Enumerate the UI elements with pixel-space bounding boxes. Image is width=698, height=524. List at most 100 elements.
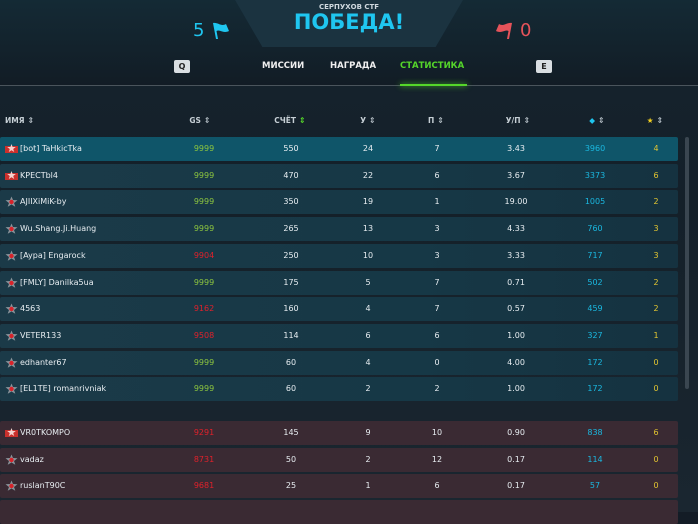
deaths: 1 [434,197,440,207]
col-name[interactable]: ИМЯ ⇕ [5,116,34,125]
crystals: 717 [587,250,603,260]
deaths: 6 [434,170,440,180]
deaths: 0 [434,357,440,367]
table-row[interactable]: [bot] TaHkicTka 9999 550 24 7 3.43 3960 … [0,137,678,161]
prev-tab-key[interactable]: Q [174,60,190,73]
blue-flag-icon [213,22,229,39]
table-row[interactable]: [EL1TE] romanrivniak 9999 60 2 2 1.00 17… [0,377,678,402]
sort-icon: ⇕ [369,116,376,125]
table-row[interactable]: VETER133 9508 114 6 6 1.00 327 1 [0,323,678,348]
deaths: 7 [434,277,440,287]
gear-score: 9999 [193,357,215,367]
col-gs-label: GS [189,116,201,125]
deaths: 3 [434,250,440,260]
crystals: 502 [587,277,603,287]
col-crystals[interactable]: ◆ ⇕ [589,116,604,125]
col-deaths-label: П [428,116,435,125]
gear-score: 9999 [193,277,215,287]
deaths: 12 [431,454,443,464]
player-name: ruslanT90C [20,481,66,491]
table-row[interactable]: edhanter67 9999 60 4 0 4.00 172 0 [0,350,678,375]
deaths: 10 [431,428,443,437]
col-kills[interactable]: У ⇕ [360,116,376,125]
col-kd[interactable]: У/П ⇕ [506,116,531,125]
kd-ratio: 1.00 [507,330,525,340]
stars: 6 [653,170,659,180]
score: 175 [283,277,299,287]
crystals: 760 [587,224,603,234]
kills: 24 [362,144,374,153]
stars: 0 [653,454,659,464]
player-name: 4563 [20,304,41,314]
col-score[interactable]: СЧЁТ ⇕ [274,116,306,125]
scrollbar[interactable] [685,137,689,389]
tab-statistics[interactable]: СТАТИСТИКА [400,61,465,71]
table-row[interactable]: ruslanT90C 9681 25 1 6 0.17 57 0 [0,474,678,499]
kills: 19 [362,197,374,207]
deaths: 2 [434,384,440,394]
sort-active-icon: ⇕ [299,116,306,125]
crystals: 838 [587,428,603,437]
gear-score: 9999 [193,224,215,234]
rank-icon [5,196,18,208]
stars: 2 [653,304,659,314]
deaths: 6 [434,330,440,340]
table-row[interactable]: vadaz 8731 50 2 12 0.17 114 0 [0,447,678,472]
rank-icon [5,330,18,341]
sort-icon: ⇕ [598,116,605,125]
kd-ratio: 0.71 [507,277,525,287]
red-team-score: 0 [520,20,532,41]
crystals: 3373 [584,170,606,180]
table-row[interactable]: [FMLY] Danilka5ua 9999 175 5 7 0.71 502 … [0,270,678,295]
player-name: [bot] TaHkicTka [20,144,82,153]
kills: 9 [365,428,371,437]
col-deaths[interactable]: П ⇕ [428,116,444,125]
table-row[interactable]: Wu.Shang.Ji.Huang 9999 265 13 3 4.33 760… [0,217,678,242]
next-tab-key[interactable]: E [536,60,552,73]
kills: 1 [365,481,371,491]
sort-icon: ⇕ [523,116,531,125]
rank-icon [5,250,18,261]
score: 50 [285,454,297,464]
kills: 6 [365,330,371,340]
player-name: Wu.Shang.Ji.Huang [20,224,97,234]
kd-ratio: 3.33 [507,250,525,260]
gear-score: 9999 [193,144,215,153]
col-name-label: ИМЯ [5,116,25,125]
sort-icon: ⇕ [27,116,35,125]
star-icon: ★ [646,116,654,125]
player-name: [EL1TE] romanrivniak [20,384,107,394]
table-row-partial [0,500,678,524]
tab-missions[interactable]: МИССИИ [262,61,305,71]
diamond-icon: ◆ [589,116,596,125]
player-name: vadaz [20,454,44,464]
stars: 0 [653,384,659,394]
table-row[interactable]: [Aypa] Engarock 9904 250 10 3 3.33 717 3 [0,243,678,268]
tab-reward[interactable]: НАГРАДА [330,61,377,71]
col-score-label: СЧЁТ [274,116,297,125]
gear-score: 9162 [193,304,215,314]
player-name: edhanter67 [20,357,67,367]
table-row[interactable]: VR0TKOMPO 9291 145 9 10 0.90 838 6 [0,421,678,445]
kd-ratio: 0.17 [507,481,525,491]
crystals: 459 [587,304,603,314]
stars: 0 [653,357,659,367]
sort-icon: ⇕ [437,116,444,125]
table-row[interactable]: AJIIXiMiK-by 9999 350 19 1 19.00 1005 2 [0,190,678,215]
crystals: 172 [587,357,603,367]
score: 25 [285,481,297,491]
score: 60 [285,384,297,394]
col-stars[interactable]: ★ ⇕ [647,116,663,125]
gear-score: 9999 [193,384,215,394]
table-row[interactable]: KPECTbl4 9999 470 22 6 3.67 3373 6 [0,163,678,188]
col-gs[interactable]: GS ⇕ [189,116,210,125]
player-name: AJIIXiMiK-by [20,197,67,207]
kd-ratio: 3.43 [507,144,525,153]
rank-icon [5,454,18,465]
kd-ratio: 1.00 [507,384,525,394]
stars: 0 [653,481,659,491]
deaths: 7 [434,144,440,153]
kd-ratio: 0.57 [507,304,525,314]
crystals: 327 [587,330,603,340]
table-row[interactable]: 4563 9162 160 4 7 0.57 459 2 [0,297,678,322]
